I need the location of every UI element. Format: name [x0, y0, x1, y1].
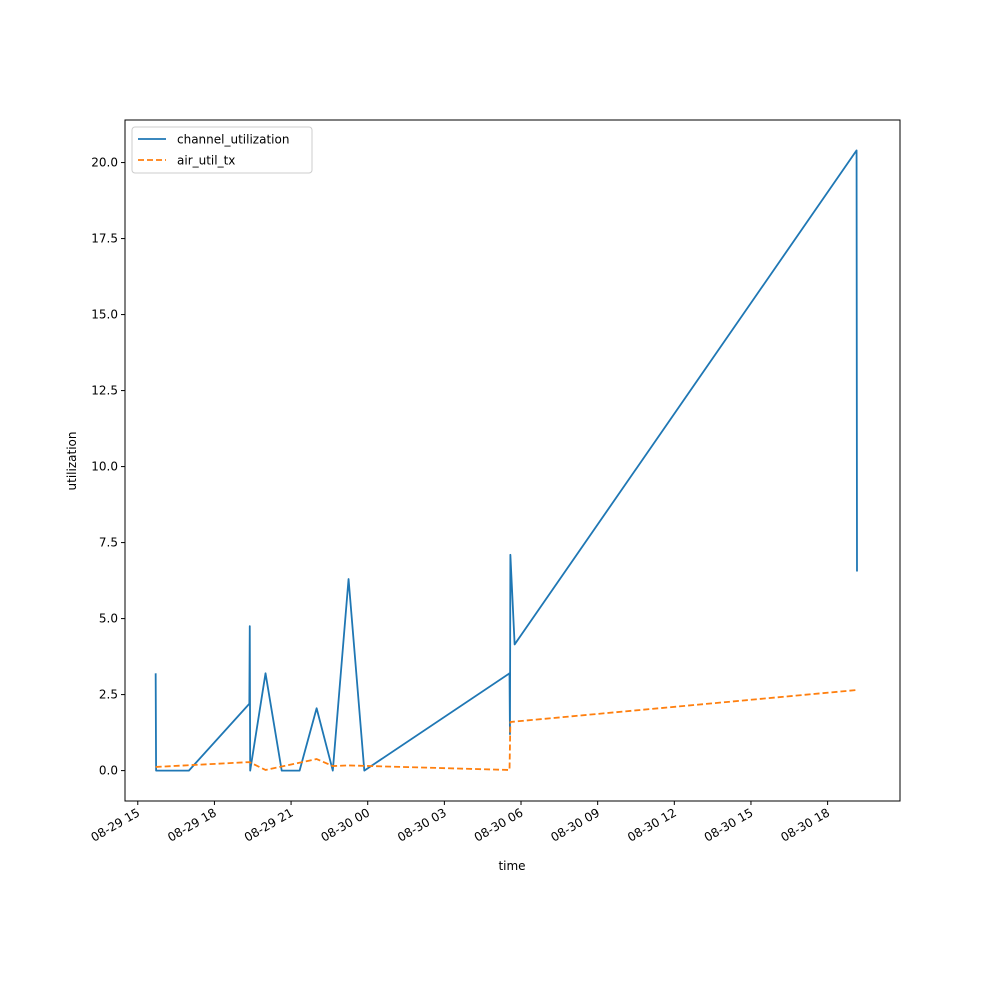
- y-tick-label: 12.5: [91, 384, 118, 398]
- x-tick-label: 08-29 15: [89, 805, 143, 844]
- legend-label-air-util-tx: air_util_tx: [177, 154, 235, 168]
- x-tick-label: 08-30 15: [702, 805, 756, 844]
- series-line-air-util-tx: [155, 689, 858, 771]
- x-tick-label: 08-30 00: [318, 805, 372, 844]
- y-axis-ticks: 0.0 2.5 5.0 7.5 10.0 12.5 15.0 17.5 20.0: [91, 156, 125, 778]
- y-tick-label: 7.5: [99, 536, 118, 550]
- x-tick-label: 08-30 18: [778, 805, 832, 844]
- x-tick-label: 08-30 06: [472, 805, 526, 844]
- x-tick-label: 08-29 21: [242, 805, 296, 844]
- plot-frame: [124, 119, 901, 802]
- x-axis-label: time: [498, 859, 525, 873]
- y-tick-label: 5.0: [99, 612, 118, 626]
- y-tick-label: 17.5: [91, 232, 118, 246]
- legend-box: [131, 126, 313, 174]
- y-tick-label: 20.0: [91, 156, 118, 170]
- x-tick-label: 08-30 09: [548, 805, 602, 844]
- x-tick-label: 08-30 03: [395, 805, 449, 844]
- plot-lines: [154, 149, 858, 772]
- series-line-channel-utilization: [154, 149, 858, 772]
- legend-label-channel-utilization: channel_utilization: [177, 133, 289, 147]
- x-axis-ticks: 08-29 15 08-29 18 08-29 21 08-30 00 08-30 03…: [89, 801, 832, 845]
- y-tick-label: 2.5: [99, 688, 118, 702]
- y-axis-label: utilization: [65, 432, 79, 491]
- y-tick-label: 15.0: [91, 308, 118, 322]
- y-tick-label: 0.0: [99, 764, 118, 778]
- x-tick-label: 08-30 12: [625, 805, 679, 844]
- x-tick-label: 08-29 18: [165, 805, 219, 844]
- legend: channel_utilization air_util_tx: [131, 126, 313, 174]
- y-tick-label: 10.0: [91, 460, 118, 474]
